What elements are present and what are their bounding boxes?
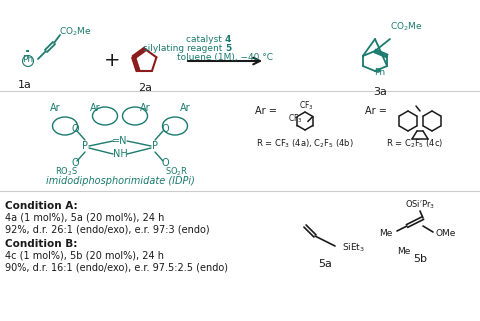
Text: 1a: 1a bbox=[18, 80, 32, 90]
Text: $\mathrm{CF_3}$: $\mathrm{CF_3}$ bbox=[288, 112, 303, 125]
Text: 4c (1 mol%), 5b (20 mol%), 24 h: 4c (1 mol%), 5b (20 mol%), 24 h bbox=[5, 251, 164, 261]
Text: silylating reagent: silylating reagent bbox=[143, 44, 225, 53]
Text: R = C$_2$F$_5$ (4c): R = C$_2$F$_5$ (4c) bbox=[386, 138, 444, 151]
Text: O: O bbox=[71, 158, 79, 168]
Text: toluene (1M), −40 °C: toluene (1M), −40 °C bbox=[177, 53, 273, 62]
Text: 4: 4 bbox=[225, 35, 231, 44]
Text: $\mathrm{CF_3}$: $\mathrm{CF_3}$ bbox=[299, 99, 314, 111]
Text: 90%, d.r. 16:1 (endo/exo), e.r. 97.5:2.5 (endo): 90%, d.r. 16:1 (endo/exo), e.r. 97.5:2.5… bbox=[5, 262, 228, 272]
Text: =N: =N bbox=[112, 136, 128, 146]
Text: +: + bbox=[104, 51, 120, 71]
Text: Me: Me bbox=[380, 230, 393, 239]
Text: OMe: OMe bbox=[435, 230, 456, 239]
Text: Ar: Ar bbox=[90, 103, 100, 113]
Text: 5a: 5a bbox=[318, 259, 332, 269]
Text: Condition A:: Condition A: bbox=[5, 201, 81, 211]
Text: O: O bbox=[71, 124, 79, 134]
Text: Ph: Ph bbox=[374, 68, 385, 77]
Text: P: P bbox=[82, 141, 88, 151]
Text: SiEt$_3$: SiEt$_3$ bbox=[342, 242, 365, 254]
Text: $\mathrm{CO_2Me}$: $\mathrm{CO_2Me}$ bbox=[390, 21, 422, 33]
Text: Ar: Ar bbox=[50, 103, 60, 113]
Text: 3a: 3a bbox=[373, 87, 387, 97]
Text: $\mathrm{CO_2Me}$: $\mathrm{CO_2Me}$ bbox=[59, 25, 91, 38]
Text: 2a: 2a bbox=[138, 83, 152, 93]
Text: catalyst: catalyst bbox=[186, 35, 225, 44]
Text: NH: NH bbox=[113, 149, 127, 159]
Text: imidodiphosphorimidate (IDPi): imidodiphosphorimidate (IDPi) bbox=[46, 176, 194, 186]
Text: O: O bbox=[161, 158, 169, 168]
Text: Ar =: Ar = bbox=[255, 106, 280, 116]
Text: 4a (1 mol%), 5a (20 mol%), 24 h: 4a (1 mol%), 5a (20 mol%), 24 h bbox=[5, 213, 164, 223]
Text: 5b: 5b bbox=[413, 254, 427, 264]
Text: Ar: Ar bbox=[140, 103, 150, 113]
Text: Condition B:: Condition B: bbox=[5, 239, 81, 249]
FancyArrowPatch shape bbox=[188, 58, 260, 64]
Text: Ph: Ph bbox=[23, 55, 34, 64]
Text: Ar: Ar bbox=[180, 103, 190, 113]
Text: Me: Me bbox=[396, 247, 410, 256]
Text: OSi$^\prime$Pr$_3$: OSi$^\prime$Pr$_3$ bbox=[405, 198, 435, 211]
Text: 92%, d.r. 26:1 (endo/exo), e.r. 97:3 (endo): 92%, d.r. 26:1 (endo/exo), e.r. 97:3 (en… bbox=[5, 224, 210, 234]
Text: $\mathrm{SO_2R}$: $\mathrm{SO_2R}$ bbox=[165, 165, 189, 178]
Text: R = CF$_3$ (4a), C$_2$F$_5$ (4b): R = CF$_3$ (4a), C$_2$F$_5$ (4b) bbox=[256, 138, 354, 151]
Text: O: O bbox=[161, 124, 169, 134]
Text: 5: 5 bbox=[225, 44, 231, 53]
Text: $\mathrm{RO_2S}$: $\mathrm{RO_2S}$ bbox=[55, 165, 79, 178]
Text: Ar =: Ar = bbox=[365, 106, 390, 116]
Text: P: P bbox=[152, 141, 158, 151]
